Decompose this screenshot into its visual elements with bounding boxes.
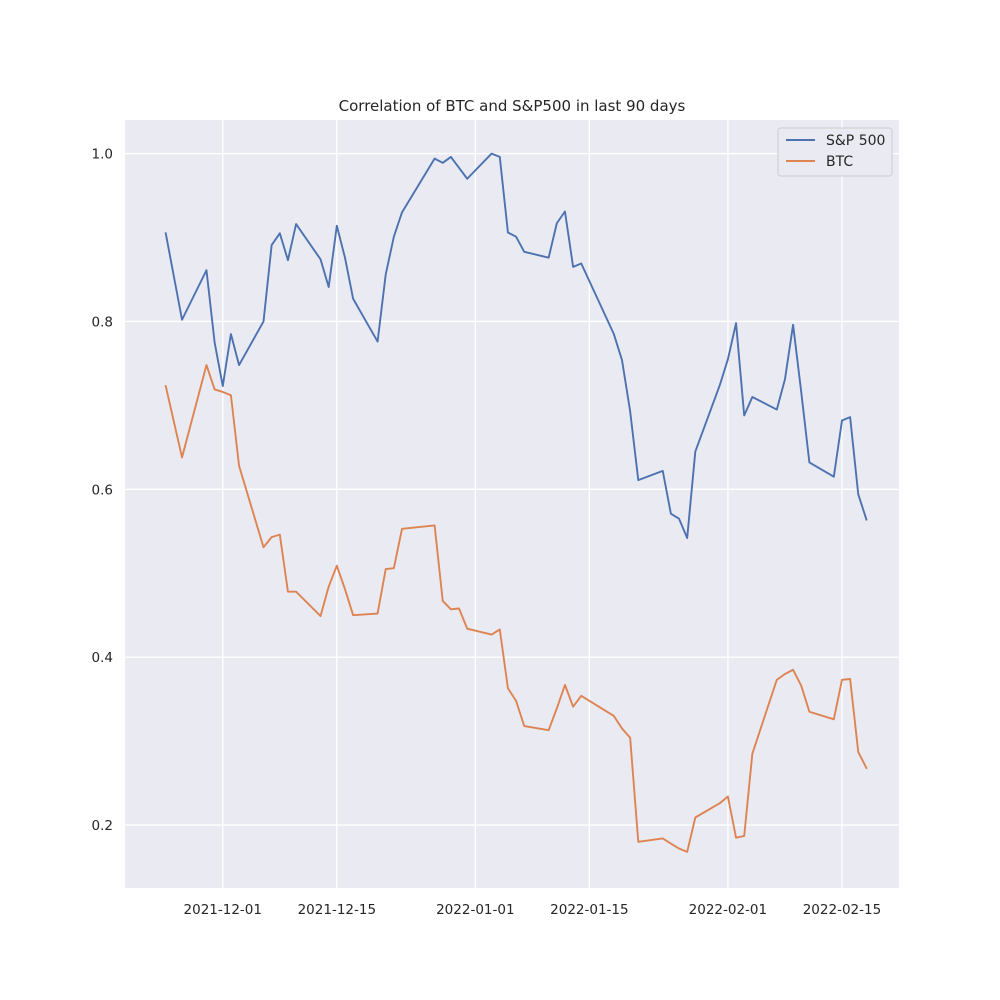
x-tick-label: 2022-02-15 <box>803 902 881 918</box>
chart-title: Correlation of BTC and S&P500 in last 90… <box>339 97 686 115</box>
y-tick-label: 0.2 <box>92 818 113 834</box>
x-tick-label: 2022-02-01 <box>689 902 767 918</box>
legend: S&P 500 BTC <box>777 127 893 177</box>
y-tick-label: 1.0 <box>92 147 113 163</box>
y-tick-label: 0.4 <box>92 650 113 666</box>
x-tick-label: 2021-12-15 <box>298 902 376 918</box>
series-line-btc <box>164 364 868 853</box>
x-tick-label: 2021-12-01 <box>184 902 262 918</box>
series-lines <box>164 152 868 853</box>
tick-labels: 0.2 0.4 0.6 0.8 1.0 2021-12-01 2021-12-15 2022-… <box>92 147 882 918</box>
plot-area <box>125 120 899 888</box>
legend-label-sp500: S&P 500 <box>826 133 885 149</box>
legend-label-btc: BTC <box>826 154 853 170</box>
grid <box>125 120 899 888</box>
x-tick-label: 2022-01-01 <box>436 902 514 918</box>
x-tick-label: 2022-01-15 <box>550 902 628 918</box>
series-line-sp500 <box>164 152 868 539</box>
y-tick-label: 0.8 <box>92 314 113 330</box>
y-tick-label: 0.6 <box>92 482 113 498</box>
